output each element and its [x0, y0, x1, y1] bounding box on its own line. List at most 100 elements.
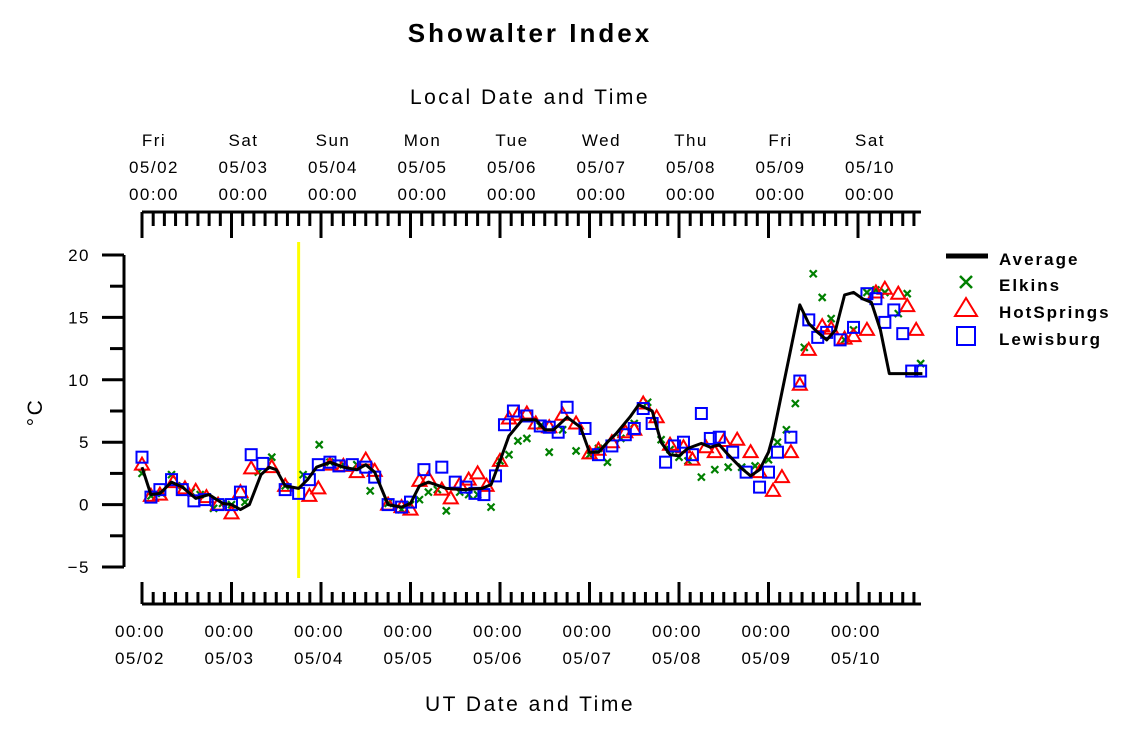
lewisburg-point [627, 421, 641, 435]
lewisburg-point [506, 404, 520, 418]
hotsprings-point [706, 443, 724, 459]
elkins-point [710, 465, 720, 474]
lewisburg-point [659, 455, 673, 469]
top-tick-day: Sun [316, 131, 351, 150]
legend-average-label: Average [999, 250, 1079, 269]
lewisburg-point [533, 419, 547, 433]
elkins-point [513, 436, 523, 446]
bottom-tick-time: 00:00 [383, 622, 433, 641]
lewisburg-point [435, 460, 449, 474]
elkins-point [773, 437, 782, 447]
top-tick-day: Fri [768, 131, 792, 150]
top-axis-title: Local Date and Time [410, 86, 650, 109]
y-axis: 20 15 10 5 0 −5 [68, 246, 126, 577]
lewisburg-point [770, 445, 784, 459]
hotsprings-point [468, 464, 487, 480]
series-elkins [137, 269, 925, 516]
top-tick-time: 00:00 [755, 185, 805, 204]
top-tick-time: 00:00 [576, 185, 626, 204]
top-tick-date: 05/08 [666, 158, 716, 177]
top-tick-time: 00:00 [129, 185, 179, 204]
lewisburg-point [793, 374, 807, 388]
lewisburg-point [847, 320, 861, 334]
lewisburg-point [784, 430, 798, 444]
y-tick-label: 0 [79, 496, 90, 515]
bottom-tick-date: 05/06 [473, 649, 523, 668]
elkins-point [817, 293, 827, 302]
top-tick-date: 05/05 [397, 158, 447, 177]
y-tick-label: 5 [79, 433, 90, 452]
lewisburg-point [198, 493, 212, 507]
bottom-tick-date: 05/03 [204, 649, 254, 668]
elkins-point [486, 502, 496, 512]
top-tick-time: 00:00 [845, 185, 895, 204]
bottom-tick-date: 05/05 [383, 649, 433, 668]
lewisburg-point [605, 439, 619, 453]
lewisburg-point [591, 448, 605, 462]
top-tick-date: 05/09 [755, 158, 805, 177]
lewisburg-point [685, 448, 699, 462]
lewisburg-point [135, 450, 149, 464]
top-tick-day: Sat [855, 131, 885, 150]
top-tick-time: 00:00 [308, 185, 358, 204]
hotsprings-point [907, 320, 925, 336]
y-tick-label: 10 [68, 371, 90, 390]
hotsprings-point [791, 375, 809, 391]
top-tick-time: 00:00 [666, 185, 716, 204]
series-layer [133, 269, 928, 520]
lewisburg-point [762, 465, 775, 479]
top-tick-day: Fri [142, 131, 166, 150]
lewisburg-point [256, 456, 270, 470]
lewisburg-point [302, 473, 316, 487]
lewisburg-point [905, 364, 919, 378]
elkins-point [544, 447, 554, 457]
hotsprings-point [858, 320, 876, 336]
bottom-tick-time: 00:00 [473, 622, 523, 641]
lewisburg-point [244, 448, 258, 462]
lewisburg-point [753, 480, 767, 494]
bottom-tick-time: 00:00 [831, 622, 881, 641]
lewisburg-point [869, 292, 883, 306]
bottom-tick-time: 00:00 [294, 622, 344, 641]
bottom-tick-date: 05/08 [652, 649, 702, 668]
top-tick-day: Tue [495, 131, 528, 150]
legend-lewisburg-swatch [956, 326, 976, 346]
hotsprings-point [491, 451, 509, 467]
lewisburg-point [560, 400, 574, 414]
elkins-point [267, 452, 277, 462]
top-tick-date: 05/06 [487, 158, 537, 177]
hotsprings-point [741, 443, 760, 459]
lewisburg-point [668, 439, 682, 453]
y-tick-label: −5 [68, 558, 90, 577]
top-tick-day: Wed [582, 131, 621, 150]
legend-lewisburg-label: Lewisburg [999, 330, 1102, 349]
lewisburg-point [233, 485, 247, 499]
top-axis: Fri 05/02 00:00 Sat 05/03 00:00 Sun 05/04 00:00 M… [129, 131, 921, 238]
hotsprings-point [683, 450, 702, 466]
top-tick-date: 05/02 [129, 158, 179, 177]
hotsprings-point [889, 284, 908, 300]
y-tick-label: 15 [68, 308, 90, 327]
elkins-point [880, 288, 890, 297]
top-tick-date: 05/07 [576, 158, 626, 177]
elkins-point [862, 288, 872, 297]
y-tick-label: 20 [68, 246, 90, 265]
top-tick-day: Thu [674, 131, 708, 150]
legend-hotsprings-swatch [953, 296, 979, 317]
legend-elkins-label: Elkins [999, 276, 1061, 295]
bottom-tick-date: 05/09 [741, 649, 791, 668]
elkins-point [504, 450, 514, 459]
hotsprings-point [661, 435, 679, 451]
lewisburg-point [896, 327, 910, 341]
elkins-point [314, 440, 324, 449]
elkins-point [826, 314, 836, 323]
lewisburg-point [914, 364, 928, 378]
hotsprings-point [442, 489, 460, 505]
average-line [140, 290, 923, 512]
hotsprings-point [764, 481, 782, 497]
elkins-point [442, 506, 451, 516]
hotsprings-point [898, 297, 916, 313]
elkins-point [415, 495, 424, 504]
top-tick-date: 05/04 [308, 158, 358, 177]
